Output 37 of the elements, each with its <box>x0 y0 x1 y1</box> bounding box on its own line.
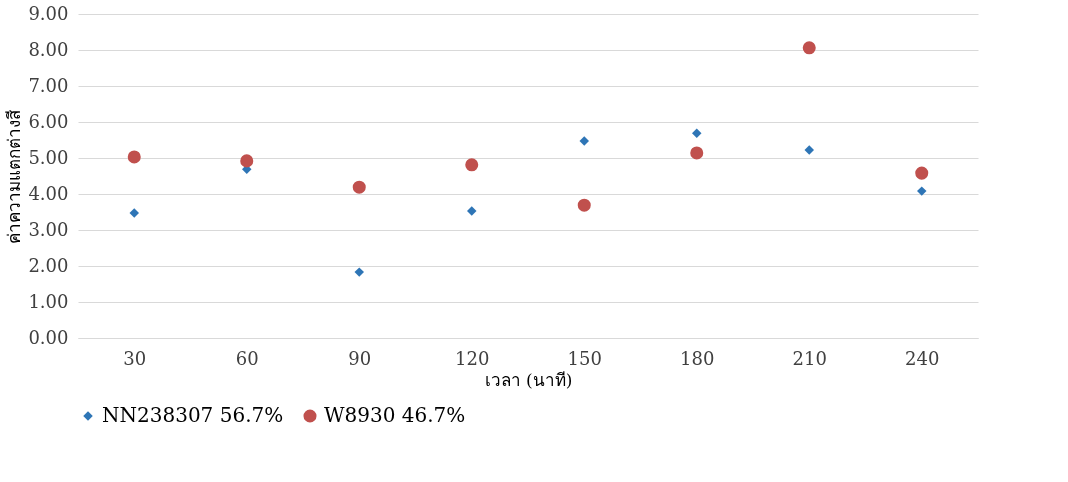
y-tick-label: 7.00 <box>28 74 69 96</box>
x-tick-label: 120 <box>455 347 490 369</box>
y-tick-label: 2.00 <box>28 254 69 276</box>
y-tick-label: 4.00 <box>28 182 69 204</box>
point <box>127 150 141 164</box>
legend-label: W8930 46.7% <box>324 403 466 427</box>
x-tick-label: 240 <box>905 347 940 369</box>
x-tick-label: 180 <box>680 347 715 369</box>
point <box>465 158 479 172</box>
x-tick-label: 150 <box>567 347 602 369</box>
point <box>354 267 364 277</box>
point <box>917 186 927 196</box>
point <box>915 166 929 180</box>
y-tick-label: 8.00 <box>28 38 69 60</box>
y-tick-label: 6.00 <box>28 110 69 132</box>
y-tick-label: 3.00 <box>28 218 69 240</box>
point <box>467 206 477 216</box>
x-tick-label: 210 <box>792 347 827 369</box>
point <box>690 146 704 160</box>
point <box>802 41 816 55</box>
y-axis-title: ค่าความแตกต่างสี <box>4 108 25 244</box>
y-tick-label: 1.00 <box>28 290 69 312</box>
point <box>352 180 366 194</box>
x-tick-label: 90 <box>348 347 372 369</box>
x-tick-label: 30 <box>123 347 147 369</box>
x-tick-label: 60 <box>235 347 259 369</box>
y-tick-label: 9.00 <box>28 2 69 24</box>
y-tick-label: 5.00 <box>28 146 69 168</box>
legend-label: NN238307 56.7% <box>102 403 284 427</box>
point <box>579 136 589 146</box>
point <box>129 208 139 218</box>
point <box>692 128 702 138</box>
x-axis-title: เวลา (นาที) <box>484 369 573 390</box>
point <box>804 145 814 155</box>
y-tick-label: 0.00 <box>28 326 69 348</box>
point <box>577 198 591 212</box>
point <box>240 154 254 168</box>
